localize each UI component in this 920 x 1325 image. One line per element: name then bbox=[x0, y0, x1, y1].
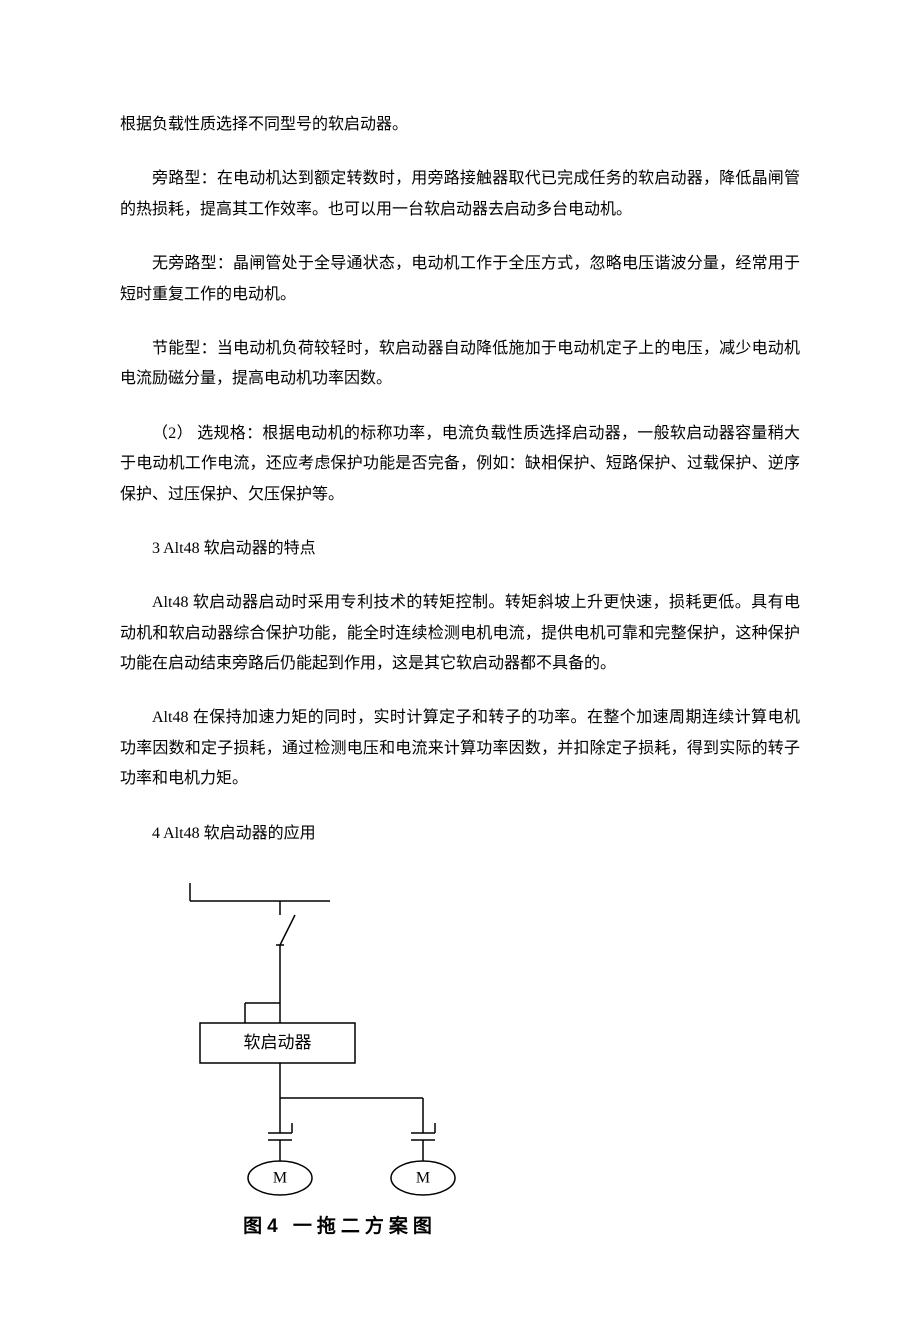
paragraph-alt48-features-1: Alt48 软启动器启动时采用专利技术的转矩控制。转矩斜坡上升更快速，损耗更低。… bbox=[120, 588, 800, 679]
heading-section-3: 3 Alt48 软启动器的特点 bbox=[120, 534, 800, 564]
figure-4-container: 软启动器 M M 图4 一拖二方案图 bbox=[170, 873, 510, 1245]
paragraph-no-bypass-type: 无旁路型：晶闸管处于全导通状态，电动机工作于全压方式，忽略电压谐波分量，经常用于… bbox=[120, 249, 800, 310]
heading-section-4: 4 Alt48 软启动器的应用 bbox=[120, 819, 800, 849]
paragraph-alt48-features-2: Alt48 在保持加速力矩的同时，实时计算定子和转子的功率。在整个加速周期连续计… bbox=[120, 703, 800, 794]
svg-text:M: M bbox=[273, 1170, 287, 1187]
svg-text:软启动器: 软启动器 bbox=[244, 1033, 312, 1052]
paragraph-leading: 根据负载性质选择不同型号的软启动器。 bbox=[120, 110, 800, 140]
paragraph-spec-selection: （2） 选规格：根据电动机的标称功率，电流负载性质选择启动器，一般软启动器容量稍… bbox=[120, 419, 800, 510]
svg-text:M: M bbox=[416, 1170, 430, 1187]
figure-4-diagram: 软启动器 M M bbox=[170, 873, 510, 1203]
paragraph-energy-saving-type: 节能型：当电动机负荷较轻时，软启动器自动降低施加于电动机定子上的电压，减少电动机… bbox=[120, 334, 800, 395]
paragraph-bypass-type: 旁路型：在电动机达到额定转数时，用旁路接触器取代已完成任务的软启动器，降低晶闸管… bbox=[120, 164, 800, 225]
figure-4-caption: 图4 一拖二方案图 bbox=[170, 1209, 510, 1245]
